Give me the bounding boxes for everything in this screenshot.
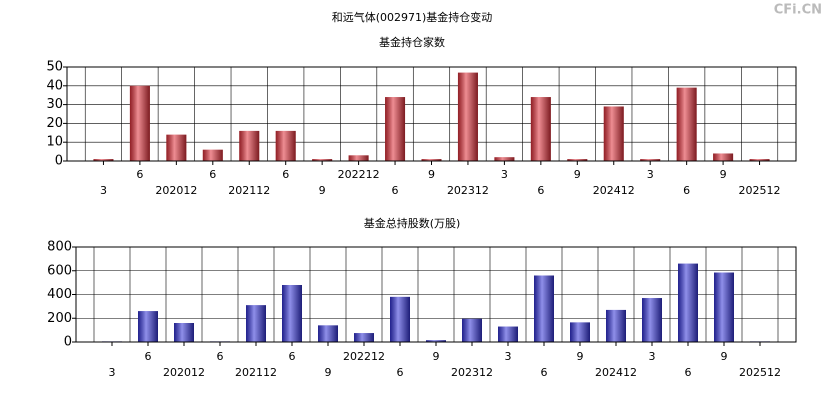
x-tick-label: 6 xyxy=(392,184,399,197)
x-tick-label: 9 xyxy=(720,168,727,181)
x-tick-label: 3 xyxy=(505,350,512,363)
y-tick-label: 400 xyxy=(47,287,72,302)
x-tick-label: 3 xyxy=(647,168,654,181)
watermark: CFi.CN xyxy=(774,3,822,18)
x-tick-label: 9 xyxy=(433,350,440,363)
x-tick-label: 9 xyxy=(577,350,584,363)
x-tick-label: 6 xyxy=(209,168,216,181)
x-tick-label: 202112 xyxy=(235,366,277,379)
x-tick-label: 6 xyxy=(145,350,152,363)
y-tick-label: 800 xyxy=(47,240,72,255)
x-tick-label: 202412 xyxy=(593,184,635,197)
x-tick-label: 9 xyxy=(325,366,332,379)
y-tick-label: 40 xyxy=(46,78,63,93)
y-tick-label: 200 xyxy=(47,311,72,326)
x-tick-label: 202512 xyxy=(739,366,781,379)
y-tick-label: 0 xyxy=(64,335,72,350)
x-tick-label: 6 xyxy=(541,366,548,379)
x-tick-label: 202012 xyxy=(155,184,197,197)
plot-frame xyxy=(66,66,797,162)
x-tick-label: 6 xyxy=(136,168,143,181)
x-tick-label: 9 xyxy=(721,350,728,363)
x-tick-label: 3 xyxy=(649,350,656,363)
y-tick-label: 600 xyxy=(47,263,72,278)
x-tick-label: 6 xyxy=(685,366,692,379)
x-tick-label: 6 xyxy=(217,350,224,363)
y-tick-label: 30 xyxy=(46,97,63,112)
x-tick-label: 202212 xyxy=(343,350,385,363)
x-tick-label: 3 xyxy=(501,168,508,181)
x-tick-label: 202312 xyxy=(447,184,489,197)
x-tick-label: 202312 xyxy=(451,366,493,379)
x-tick-label: 9 xyxy=(574,168,581,181)
y-tick-label: 20 xyxy=(46,116,63,131)
x-tick-label: 6 xyxy=(282,168,289,181)
x-tick-label: 3 xyxy=(100,184,107,197)
chart-title: 和远气体(002971)基金持仓变动 xyxy=(332,10,493,24)
x-tick-label: 202212 xyxy=(338,168,380,181)
x-tick-label: 9 xyxy=(319,184,326,197)
plot-frame xyxy=(75,246,797,343)
subplot-title: 基金持仓家数 xyxy=(379,35,445,49)
x-tick-label: 9 xyxy=(428,168,435,181)
x-tick-label: 6 xyxy=(289,350,296,363)
x-tick-label: 6 xyxy=(683,184,690,197)
x-tick-label: 202512 xyxy=(739,184,781,197)
plot-background xyxy=(67,67,796,161)
y-tick-label: 0 xyxy=(55,154,63,169)
x-tick-label: 202112 xyxy=(228,184,270,197)
x-tick-label: 3 xyxy=(109,366,116,379)
x-tick-label: 6 xyxy=(537,184,544,197)
subplot-title: 基金总持股数(万股) xyxy=(364,216,461,230)
x-tick-label: 202012 xyxy=(163,366,205,379)
x-tick-label: 202412 xyxy=(595,366,637,379)
y-tick-label: 50 xyxy=(46,60,63,75)
y-tick-label: 10 xyxy=(46,135,63,150)
x-tick-label: 6 xyxy=(397,366,404,379)
